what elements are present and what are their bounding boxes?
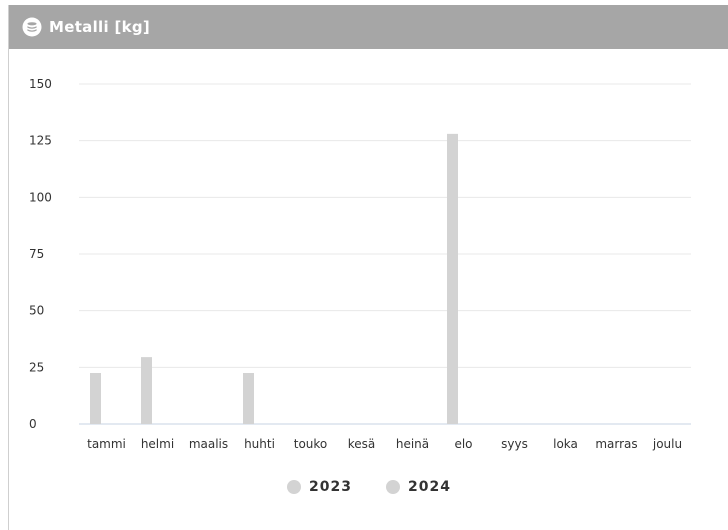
x-tick-label: kesä — [348, 437, 376, 451]
x-tick-label: touko — [294, 437, 328, 451]
legend-dot-icon — [386, 480, 400, 494]
chart-legend: 2023 2024 — [9, 479, 728, 495]
y-tick-label: 25 — [29, 360, 44, 374]
x-tick-label: loka — [553, 437, 578, 451]
bar-2023-elo[interactable] — [447, 133, 458, 424]
legend-label: 2024 — [408, 479, 451, 495]
legend-item-2024[interactable]: 2024 — [386, 479, 451, 495]
x-tick-label: syys — [501, 437, 528, 451]
chart-card: Metalli [kg] 0 25 50 75 100 125 150 tammi helmi m… — [8, 5, 728, 530]
legend-label: 2023 — [309, 479, 352, 495]
y-tick-label: 125 — [29, 134, 52, 148]
y-tick-label: 100 — [29, 190, 52, 204]
x-tick-label: elo — [454, 437, 472, 451]
x-tick-label: marras — [595, 437, 637, 451]
x-tick-label: maalis — [189, 437, 228, 451]
bar-chart: 0 25 50 75 100 125 150 tammi helmi maalis huhti tou… — [29, 77, 691, 451]
legend-dot-icon — [287, 480, 302, 494]
card-header: Metalli [kg] — [9, 5, 728, 49]
x-tick-label: heinä — [396, 437, 429, 451]
bar-2023-tammi[interactable] — [90, 373, 101, 424]
coin-stack-icon — [22, 17, 42, 37]
legend-item-2023[interactable]: 2023 — [287, 479, 352, 495]
y-tick-label: 75 — [29, 247, 44, 261]
x-tick-label: huhti — [244, 437, 275, 451]
y-tick-label: 150 — [29, 77, 52, 91]
bar-2023-huhti[interactable] — [243, 373, 254, 424]
y-tick-label: 0 — [29, 417, 37, 431]
chart-title: Metalli [kg] — [49, 18, 151, 36]
x-tick-label: joulu — [652, 437, 682, 451]
x-tick-label: helmi — [141, 437, 174, 451]
bar-2023-helmi[interactable] — [141, 357, 152, 424]
y-tick-label: 50 — [29, 304, 44, 318]
x-tick-label: tammi — [87, 437, 126, 451]
